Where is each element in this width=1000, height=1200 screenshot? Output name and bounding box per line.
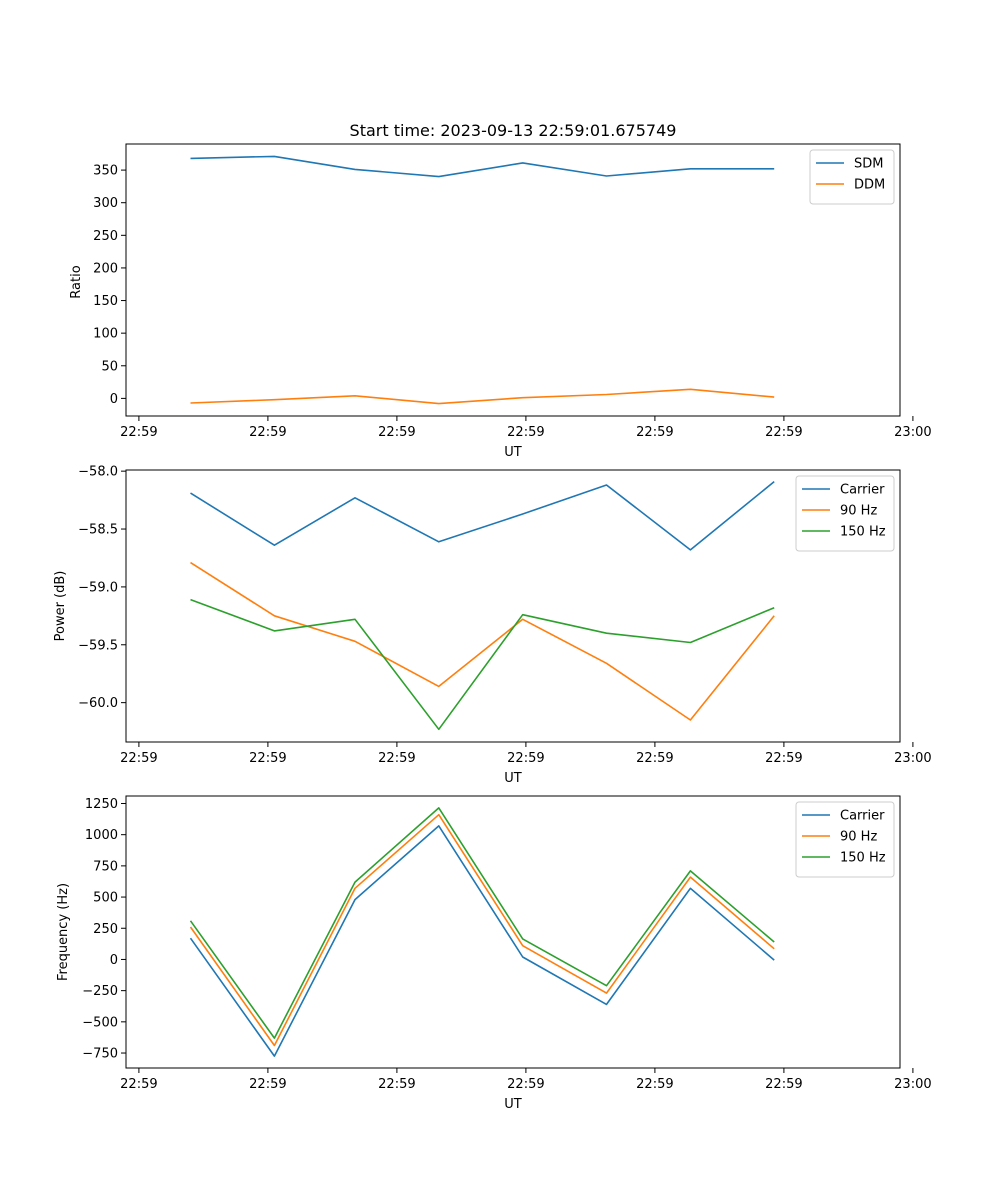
x-tick-label: 23:00 (894, 751, 931, 766)
y-tick-label: 350 (93, 164, 118, 179)
x-axis-label: UT (504, 445, 522, 460)
legend-label: 90 Hz (840, 504, 877, 519)
plot-frame (125, 143, 901, 417)
chart-title: Start time: 2023-09-13 22:59:01.675749 (350, 121, 677, 140)
legend-label: DDM (854, 178, 885, 193)
x-tick-label: 22:59 (765, 425, 802, 440)
y-tick-label: 1250 (85, 797, 118, 812)
plot-frame (125, 469, 901, 743)
legend: SDM DDM (809, 149, 895, 205)
y-tick-label: 1000 (85, 828, 118, 843)
y-tick-label: −58.5 (78, 523, 118, 538)
x-tick-label: 22:59 (507, 1077, 544, 1092)
x-tick-label: 22:59 (636, 1077, 673, 1092)
x-tick-label: 22:59 (120, 1077, 157, 1092)
x-tick-label: 23:00 (894, 1077, 931, 1092)
series-line-carrier (190, 480, 775, 551)
series-line-90-hz (190, 561, 775, 721)
x-tick-label: 22:59 (765, 1077, 802, 1092)
frequency-chart: UT Frequency (Hz) 22:59 22:59 22:59 22:59 22… (56, 795, 932, 1112)
legend: Carrier 90 Hz 150 Hz (795, 801, 895, 878)
series-line-carrier (189, 825, 775, 1057)
series-line-150-hz (189, 807, 775, 1039)
y-tick-label: −58.0 (78, 465, 118, 480)
series-line-sdm (190, 155, 775, 178)
y-tick-label: 0 (110, 953, 118, 968)
x-tick-label: 22:59 (249, 1077, 286, 1092)
y-axis-label: Power (dB) (53, 571, 68, 642)
y-tick-label: 250 (93, 922, 118, 937)
y-tick-label: 300 (93, 196, 118, 211)
x-axis-label: UT (504, 1097, 522, 1112)
y-tick-label: −59.5 (78, 638, 118, 653)
y-tick-label: −59.0 (78, 580, 118, 595)
x-tick-label: 22:59 (249, 425, 286, 440)
y-tick-label: 500 (93, 891, 118, 906)
y-tick-label: −750 (82, 1047, 118, 1062)
x-tick-label: 22:59 (120, 425, 157, 440)
legend: Carrier 90 Hz 150 Hz (795, 475, 895, 552)
y-tick-label: 100 (93, 327, 118, 342)
y-tick-label: −250 (82, 984, 118, 999)
y-tick-label: −500 (82, 1015, 118, 1030)
legend-label: 150 Hz (840, 525, 886, 540)
plot-frame (125, 795, 901, 1069)
x-tick-label: 22:59 (636, 751, 673, 766)
legend-box (795, 801, 895, 878)
legend-label: Carrier (840, 809, 885, 824)
y-tick-label: 150 (93, 294, 118, 309)
y-axis-label: Frequency (Hz) (56, 883, 71, 981)
x-tick-label: 22:59 (636, 425, 673, 440)
y-tick-label: 200 (93, 261, 118, 276)
ratio-chart: Start time: 2023-09-13 22:59:01.675749 U… (69, 121, 932, 460)
y-tick-label: 50 (101, 359, 118, 374)
y-tick-label: 750 (93, 859, 118, 874)
x-tick-label: 22:59 (120, 751, 157, 766)
y-tick-label: 0 (110, 392, 118, 407)
legend-label: SDM (854, 157, 883, 172)
x-tick-label: 22:59 (507, 425, 544, 440)
legend-label: 150 Hz (840, 851, 886, 866)
x-tick-label: 22:59 (507, 751, 544, 766)
x-tick-label: 22:59 (378, 425, 415, 440)
legend-label: Carrier (840, 483, 885, 498)
power-chart: UT Power (dB) 22:59 22:59 22:59 22:59 22:59 2… (53, 465, 932, 786)
y-tick-label: −60.0 (78, 696, 118, 711)
y-tick-label: 250 (93, 229, 118, 244)
x-axis-label: UT (504, 771, 522, 786)
x-tick-label: 22:59 (765, 751, 802, 766)
series-line-90-hz (189, 813, 775, 1047)
y-axis-label: Ratio (69, 265, 84, 298)
x-tick-label: 23:00 (894, 425, 931, 440)
legend-label: 90 Hz (840, 830, 877, 845)
series-line-ddm (190, 388, 775, 405)
series-line-150-hz (190, 598, 775, 731)
x-tick-label: 22:59 (249, 751, 286, 766)
x-tick-label: 22:59 (378, 1077, 415, 1092)
x-tick-label: 22:59 (378, 751, 415, 766)
legend-box (795, 475, 895, 552)
